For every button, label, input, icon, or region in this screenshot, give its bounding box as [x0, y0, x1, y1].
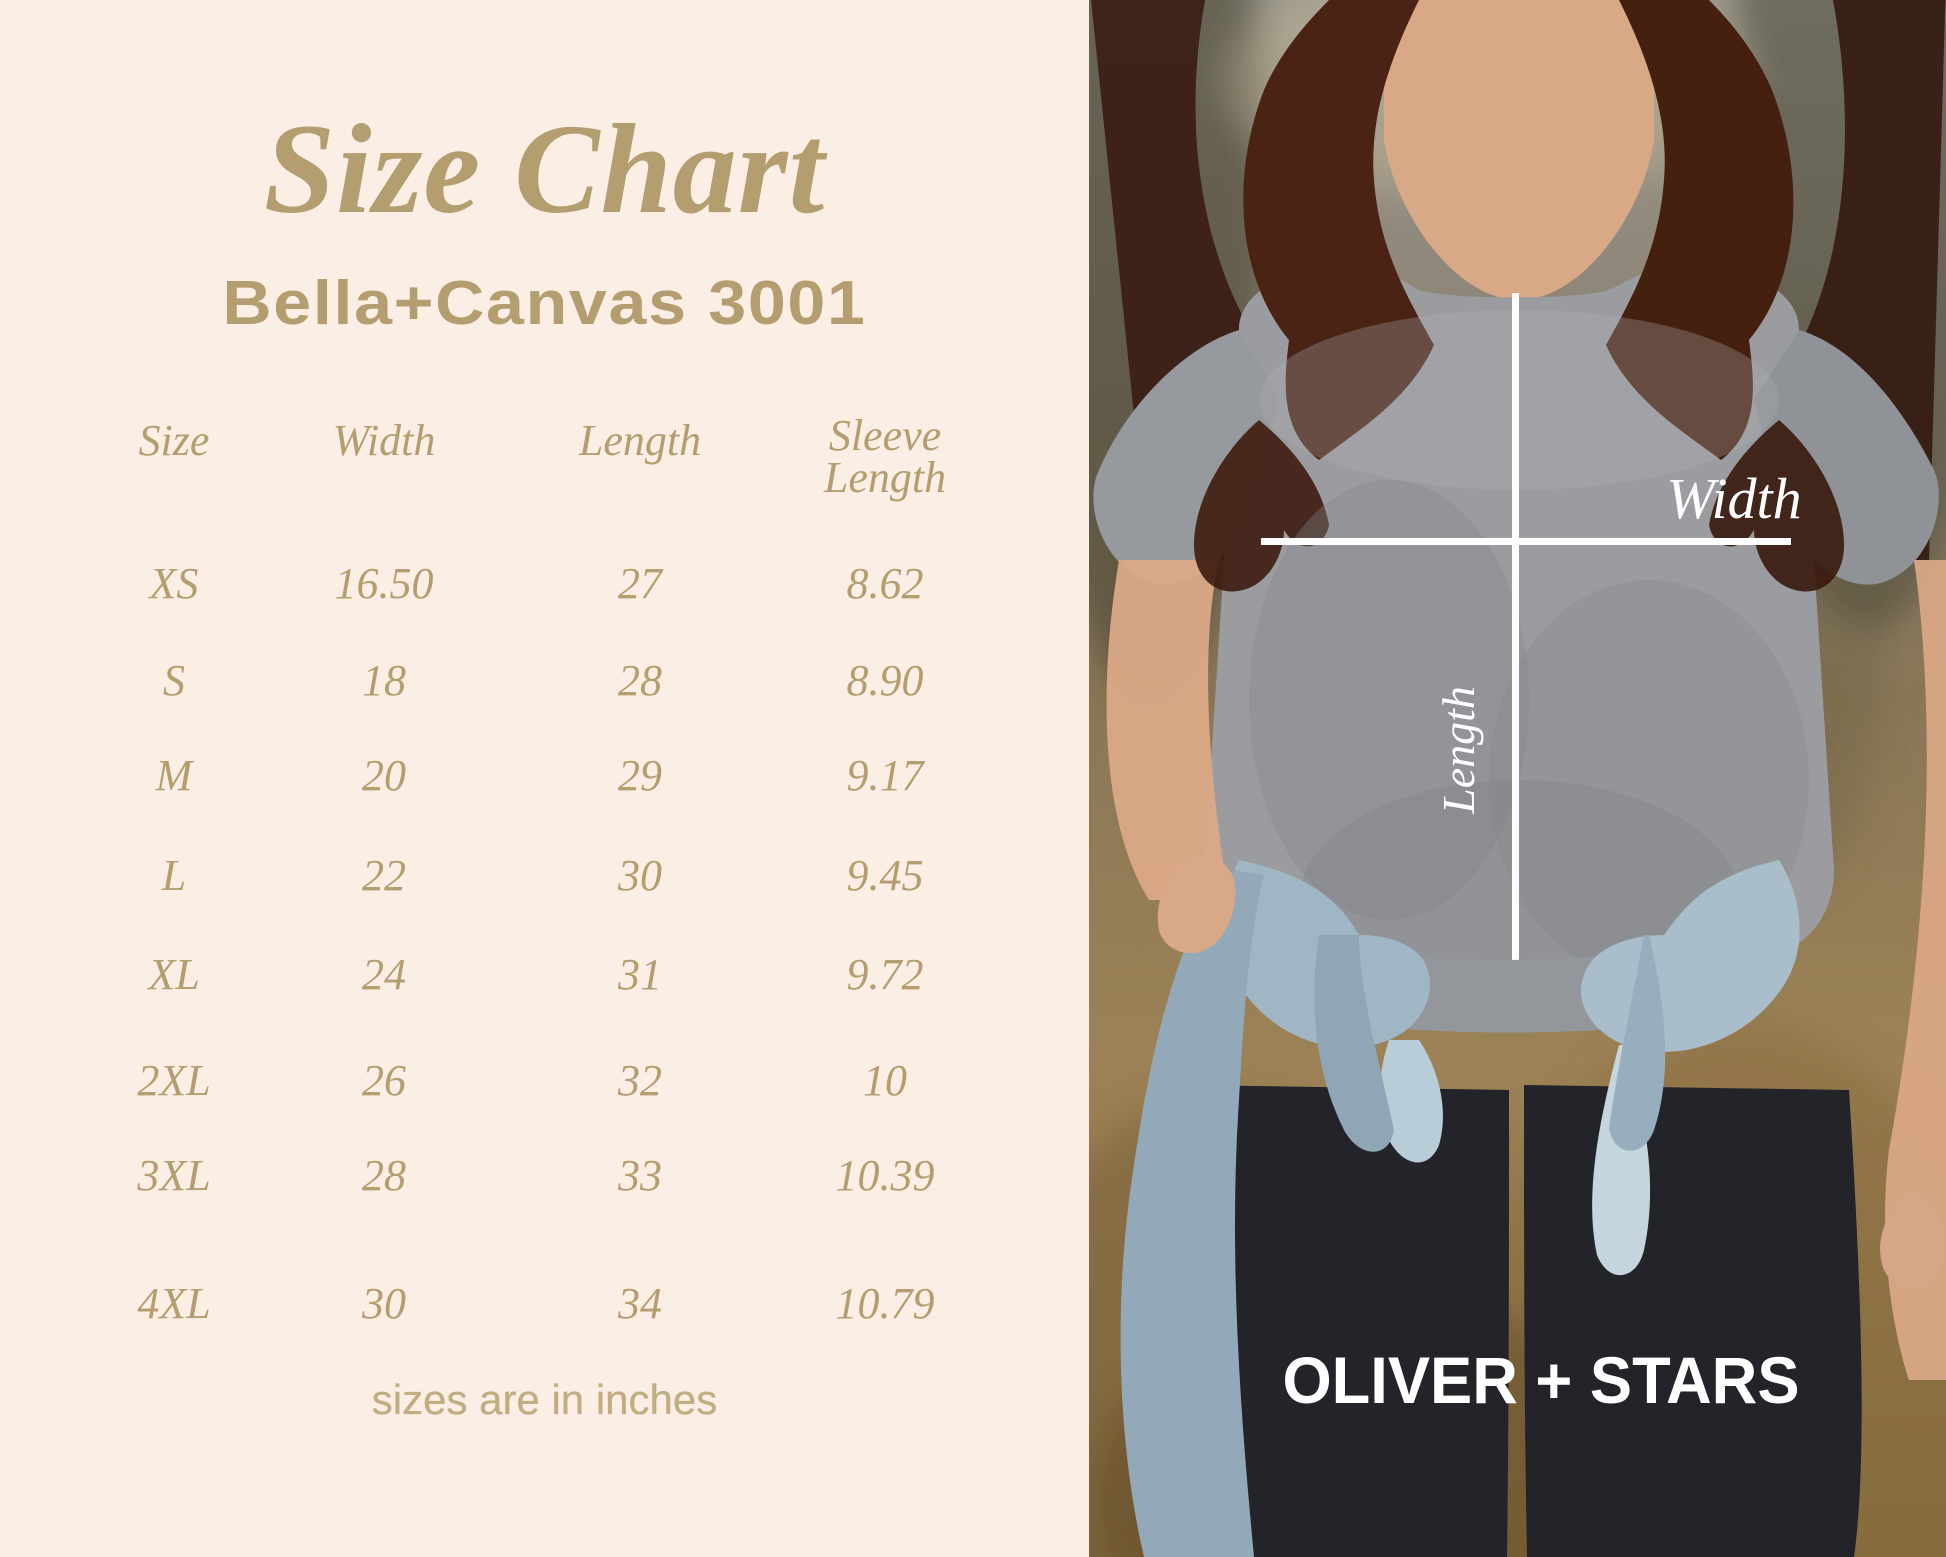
- svg-text:OLIVER + STARS: OLIVER + STARS: [1283, 1343, 1800, 1417]
- svg-text:Length: Length: [1433, 686, 1484, 815]
- svg-text:Width: Width: [1666, 466, 1801, 531]
